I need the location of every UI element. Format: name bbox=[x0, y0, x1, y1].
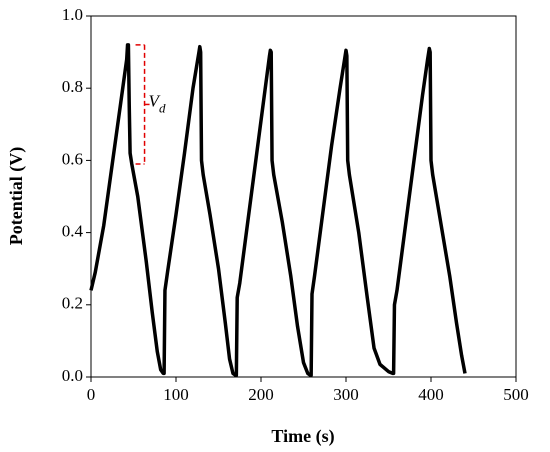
y-tick-label: 0.2 bbox=[62, 294, 83, 313]
x-tick-label: 300 bbox=[333, 385, 359, 404]
y-tick-label: 0.8 bbox=[62, 77, 83, 96]
annotation-label: Vd bbox=[149, 91, 166, 115]
y-tick-label: 0.0 bbox=[62, 366, 83, 385]
x-axis-title: Time (s) bbox=[271, 426, 334, 447]
y-tick-label: 0.4 bbox=[62, 222, 84, 241]
y-tick-label: 0.6 bbox=[62, 149, 83, 168]
x-tick-label: 200 bbox=[248, 385, 274, 404]
annotation-subscript: d bbox=[159, 100, 166, 115]
data-line bbox=[89, 43, 467, 377]
y-axis-title: Potential (V) bbox=[6, 147, 27, 245]
plot-frame bbox=[90, 15, 517, 378]
y-tick-label: 1.0 bbox=[62, 5, 83, 24]
x-tick-label: 500 bbox=[503, 385, 529, 404]
x-tick-label: 0 bbox=[87, 385, 96, 404]
annotation-symbol: V bbox=[149, 91, 162, 110]
x-tick-label: 100 bbox=[163, 385, 189, 404]
x-tick-label: 400 bbox=[418, 385, 444, 404]
